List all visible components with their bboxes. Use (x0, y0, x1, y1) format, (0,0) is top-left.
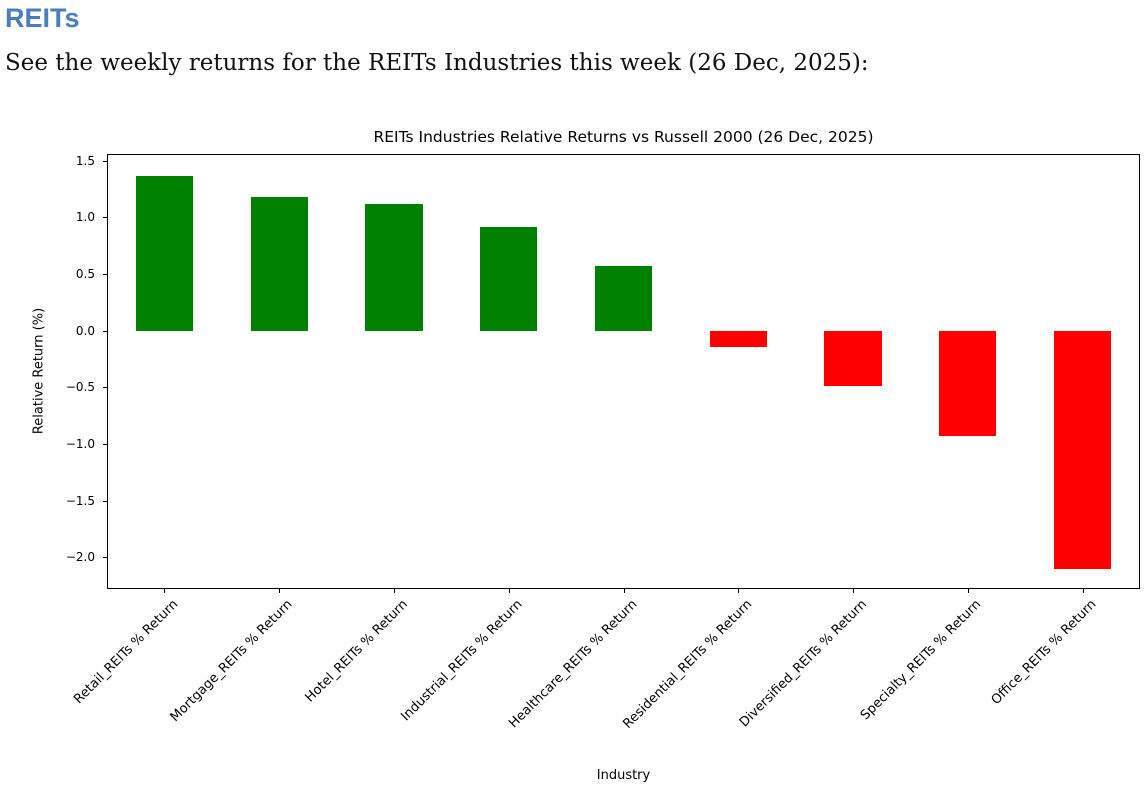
y-tick-mark (103, 500, 107, 502)
intro-text: See the weekly returns for the REITs Ind… (5, 50, 869, 76)
y-tick-label: −1.0 (65, 437, 95, 451)
y-tick-mark (103, 557, 107, 559)
x-tick-label: Office_REITs % Return (988, 597, 1100, 708)
y-tick-mark (103, 387, 107, 389)
y-tick-label: −2.0 (65, 550, 95, 565)
bar-diversified (824, 330, 882, 387)
x-tick-label: Residential_REITs % Return (620, 597, 755, 732)
x-tick-mark (508, 589, 510, 593)
y-tick-mark (103, 444, 107, 445)
y-tick-label: −1.5 (65, 493, 95, 508)
bar-office (1053, 330, 1112, 569)
x-tick-mark (279, 589, 281, 593)
x-tick-label: Hotel_REITs % Return (302, 597, 411, 706)
y-tick-label: 1.0 (75, 210, 95, 225)
y-tick-mark (103, 217, 107, 219)
page-title: REITs (5, 3, 80, 33)
x-tick-mark (623, 589, 625, 593)
bar-residential (709, 330, 767, 347)
x-tick-label: Healthcare_REITs % Return (505, 597, 641, 732)
chart-title: REITs Industries Relative Returns vs Rus… (373, 128, 874, 146)
x-tick-mark (393, 589, 395, 593)
bar-hotel (365, 203, 423, 331)
x-axis-label: Industry (596, 768, 651, 783)
x-tick-mark (1082, 589, 1084, 593)
y-tick-label: 0.5 (75, 267, 95, 282)
y-tick-mark (103, 160, 107, 162)
x-tick-label: Retail_REITs % Return (70, 597, 182, 708)
x-tick-mark (853, 589, 855, 593)
bar-mortgage (250, 197, 308, 331)
x-tick-label: Mortgage_REITs % Return (167, 597, 296, 725)
y-tick-label: −0.5 (65, 380, 95, 395)
x-tick-mark (164, 589, 166, 593)
x-tick-label: Specialty_REITs % Return (858, 597, 985, 724)
bar-industrial (480, 226, 538, 331)
reits-returns-bar-chart: REITs Industries Relative Returns vs Rus… (0, 120, 1148, 790)
y-tick-label: 1.5 (75, 153, 95, 168)
x-tick-mark (738, 589, 740, 593)
y-tick-label: 0.0 (75, 323, 95, 338)
bar-specialty (939, 330, 997, 437)
x-tick-mark (967, 589, 969, 593)
x-tick-label: Diversified_REITs % Return (736, 597, 870, 731)
bar-retail (135, 175, 194, 331)
bar-healthcare (594, 266, 653, 331)
x-tick-label: Industrial_REITs % Return (398, 597, 526, 725)
y-tick-mark (103, 330, 107, 332)
y-tick-mark (103, 274, 107, 276)
